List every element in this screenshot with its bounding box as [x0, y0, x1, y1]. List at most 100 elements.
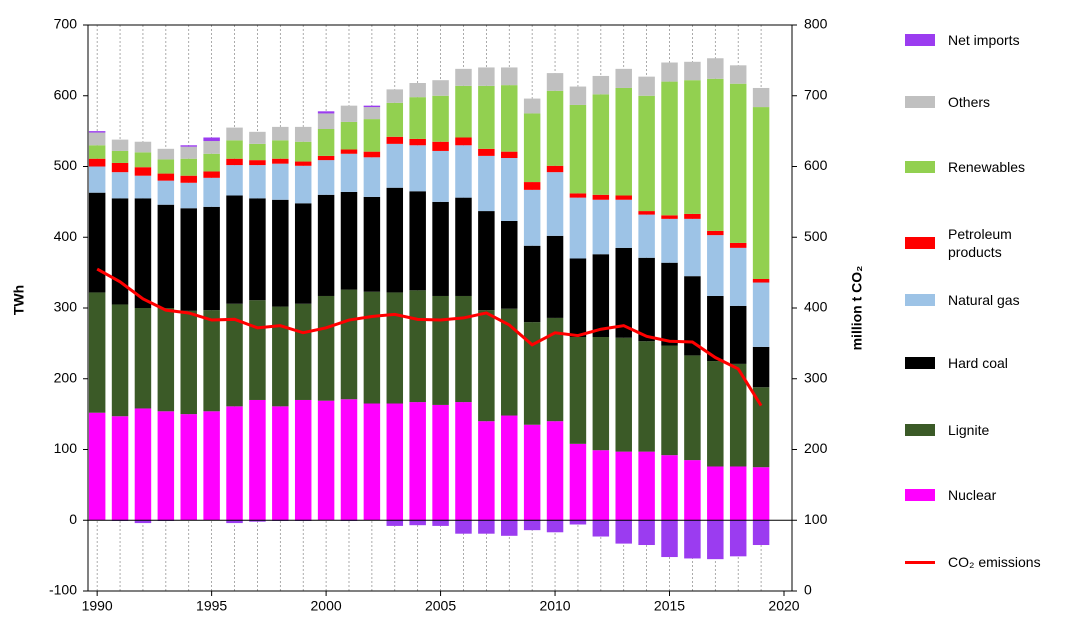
bar-segment: [432, 95, 449, 142]
bar-segment: [317, 155, 335, 161]
bar-segment: [249, 165, 266, 199]
x-tick-label: 1995: [196, 598, 227, 614]
bar-segment: [340, 149, 358, 154]
bar-segment: [546, 421, 564, 521]
bar-segment: [294, 303, 312, 400]
bar-segment: [111, 416, 129, 521]
bar-segment: [409, 402, 426, 521]
bar-segment: [111, 162, 129, 173]
bar-segment: [88, 145, 106, 159]
y-tick-label: 400: [54, 228, 78, 244]
y2-tick-label: 800: [804, 16, 828, 32]
bar-segment: [294, 126, 312, 142]
bar-segment: [226, 165, 243, 196]
legend-item: CO₂ emissions: [905, 542, 1053, 582]
bar-segment: [569, 193, 587, 198]
bar-segment: [546, 520, 564, 533]
bar-segment: [409, 290, 426, 403]
bar-segment: [203, 153, 220, 172]
bar-segment: [501, 520, 518, 536]
bar-segment: [157, 159, 175, 174]
x-tick-label: 2020: [768, 598, 799, 614]
legend-label: Petroleum products: [948, 226, 1012, 260]
bar-segment: [684, 80, 701, 214]
bar-segment: [752, 278, 770, 283]
bar-segment: [249, 520, 266, 522]
bar-segment: [523, 424, 541, 521]
bar-segment: [203, 411, 220, 521]
legend-swatch: [905, 96, 935, 108]
bar-segment: [546, 73, 564, 91]
bar-segment: [88, 132, 106, 146]
bar-segment: [317, 295, 335, 401]
bar-segment: [455, 402, 472, 521]
bar-segment: [409, 145, 426, 192]
bar-segment: [684, 520, 701, 559]
bar-segment: [523, 113, 541, 183]
bars: [88, 58, 770, 560]
bar-segment: [752, 467, 770, 521]
bar-segment: [111, 172, 129, 199]
bar-segment: [363, 119, 381, 152]
bar-segment: [272, 199, 289, 307]
bar-segment: [455, 145, 472, 198]
y-tick-label: 300: [54, 299, 78, 315]
y-axis-title: TWh: [11, 285, 27, 315]
x-tick-label: 2005: [425, 598, 456, 614]
bar-segment: [226, 195, 243, 304]
bar-segment: [180, 175, 197, 183]
bar-segment: [180, 145, 197, 147]
bar-segment: [134, 152, 152, 168]
bar-segment: [638, 520, 655, 546]
bar-segment: [88, 166, 106, 193]
bar-segment: [478, 421, 495, 521]
bar-segment: [203, 310, 220, 412]
bar-segment: [523, 520, 541, 531]
bar-segment: [752, 282, 770, 347]
bar-segment: [157, 204, 175, 308]
bar-segment: [707, 230, 724, 236]
bar-segment: [546, 90, 564, 166]
bar-segment: [386, 292, 404, 404]
bar-segment: [501, 67, 518, 86]
bar-segment: [661, 520, 678, 558]
legend-label: CO₂ emissions: [948, 554, 1041, 570]
bar-segment: [272, 406, 289, 521]
bar-segment: [638, 341, 655, 452]
bar-segment: [272, 163, 289, 200]
bar-segment: [386, 520, 404, 526]
bar-segment: [111, 139, 129, 151]
bar-segment: [226, 140, 243, 159]
bar-segment: [478, 211, 495, 311]
bar-segment: [592, 337, 610, 451]
bar-segment: [523, 189, 541, 246]
legend-label: Natural gas: [948, 292, 1020, 308]
bar-segment: [317, 111, 335, 114]
bar-segment: [409, 520, 426, 526]
bar-segment: [707, 466, 724, 521]
bar-segment: [272, 126, 289, 141]
bar-segment: [501, 308, 518, 416]
bar-segment: [501, 151, 518, 159]
bar-segment: [249, 131, 266, 144]
bar-segment: [180, 310, 197, 415]
bar-segment: [707, 361, 724, 467]
bar-segment: [363, 107, 381, 120]
bar-segment: [249, 399, 266, 521]
bar-segment: [478, 310, 495, 422]
bar-segment: [523, 98, 541, 114]
bar-segment: [317, 160, 335, 195]
legend-item: Natural gas: [905, 280, 1053, 320]
legend-swatch: [905, 294, 935, 306]
bar-segment: [111, 304, 129, 417]
bar-segment: [684, 213, 701, 219]
bar-segment: [592, 194, 610, 200]
bar-segment: [157, 173, 175, 181]
bar-segment: [752, 387, 770, 468]
bar-segment: [111, 150, 129, 163]
bar-segment: [569, 258, 587, 338]
bar-segment: [523, 182, 541, 190]
legend-swatch: [905, 34, 935, 46]
bar-segment: [478, 67, 495, 86]
